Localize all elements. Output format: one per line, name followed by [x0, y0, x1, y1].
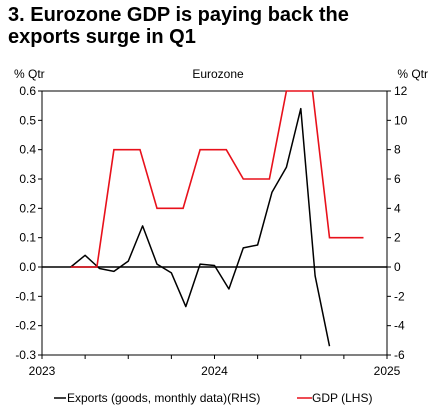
chart-title: 3. Eurozone GDP is paying back the expor…	[8, 4, 428, 48]
x-tick-label: 2023	[29, 364, 56, 378]
right-tick-label: 8	[394, 143, 401, 157]
x-tick-label: 2024	[201, 364, 228, 378]
legend: Exports (goods, monthly data)(RHS) GDP (…	[54, 391, 372, 405]
right-tick-label: 2	[394, 231, 401, 245]
left-tick-label: -0.3	[15, 348, 36, 362]
gdp-line	[70, 90, 364, 268]
legend-label-gdp: GDP (LHS)	[312, 391, 372, 405]
title-line-2: exports surge in Q1	[8, 26, 196, 48]
title-line-1: 3. Eurozone GDP is paying back the	[8, 4, 349, 26]
right-tick-label: -6	[394, 348, 405, 362]
left-tick-label: 0.1	[19, 231, 36, 245]
left-tick-label: -0.1	[15, 289, 36, 303]
right-tick-label: 0	[394, 260, 401, 274]
left-unit-label: % Qtr	[14, 67, 45, 81]
right-tick-label: -4	[394, 319, 405, 333]
left-tick-label: 0.2	[19, 201, 36, 215]
right-tick-label: 12	[394, 84, 408, 98]
right-unit-label: % Qtr	[397, 67, 428, 81]
exports-line	[70, 107, 331, 347]
x-tick-label: 2025	[374, 364, 401, 378]
legend-label-exports: Exports (goods, monthly data)(RHS)	[67, 391, 260, 405]
right-tick-label: 4	[394, 201, 401, 215]
left-tick-label: 0.5	[19, 113, 36, 127]
chart-subtitle: Eurozone	[192, 67, 244, 81]
left-tick-label: -0.2	[15, 319, 36, 333]
right-tick-label: -2	[394, 289, 405, 303]
series-layer	[70, 90, 364, 347]
left-tick-label: 0.6	[19, 84, 36, 98]
right-axis: 12 10 8 6 4 2 0 -2 -4 -6	[387, 84, 408, 362]
left-axis: 0.6 0.5 0.4 0.3 0.2 0.1 0.0 -0.1 -0.2 -0.3	[15, 84, 42, 362]
right-tick-label: 10	[394, 113, 408, 127]
plot-area	[41, 90, 388, 356]
left-tick-label: 0.4	[19, 143, 36, 157]
right-tick-label: 6	[394, 172, 401, 186]
left-tick-label: 0.0	[19, 260, 36, 274]
x-axis: 2023 2024 2025	[29, 355, 401, 378]
left-tick-label: 0.3	[19, 172, 36, 186]
